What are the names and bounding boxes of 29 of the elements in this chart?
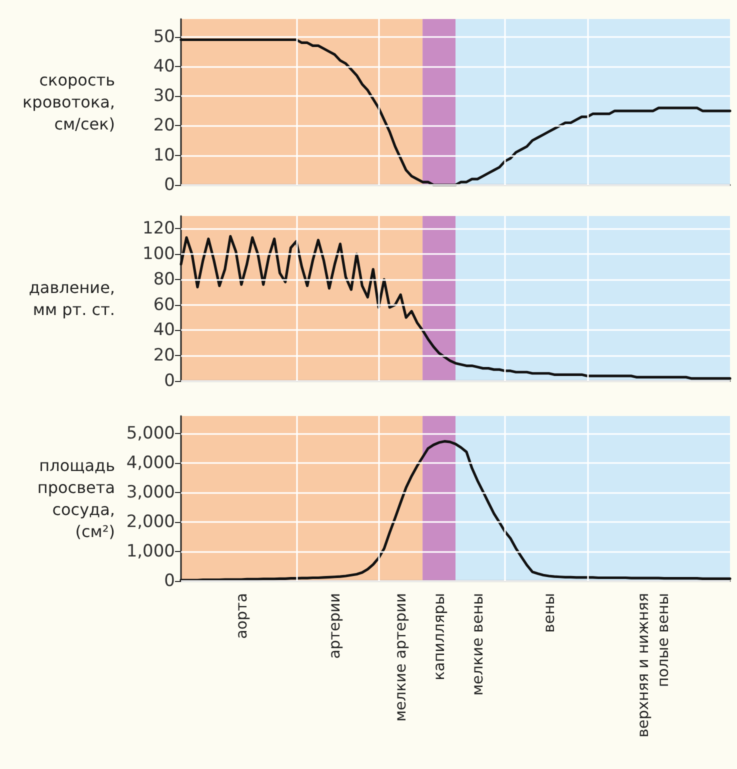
y-tick-label: 4,000	[126, 453, 175, 474]
x-tick-label: капилляры	[430, 593, 448, 680]
y-tick-label: 80	[153, 269, 175, 290]
y-axis-title: давление, мм рт. ст.	[28, 278, 115, 319]
y-tick-label: 40	[153, 56, 175, 76]
y-tick-label: 1,000	[126, 542, 175, 562]
x-tick-label: мелкие вены	[468, 593, 486, 696]
y-axis-title: скорость кровотока, см/сек)	[22, 70, 115, 134]
x-tick-label: мелкие артерии	[392, 593, 410, 722]
x-tick-label: артерии	[326, 593, 344, 659]
y-axis-title: площадь просвета сосуда, (см²)	[37, 456, 115, 541]
y-tick-label: 30	[153, 86, 175, 106]
y-tick-label: 2,000	[126, 512, 175, 532]
y-tick-label: 120	[142, 218, 175, 239]
y-tick-label: 50	[153, 26, 175, 47]
y-tick-label: 60	[153, 294, 175, 315]
y-tick-label: 20	[153, 346, 175, 366]
y-tick-label: 0	[164, 571, 175, 591]
y-tick-label: 0	[164, 371, 175, 391]
x-tick-label: верхняя и нижняя полые вены	[634, 593, 672, 738]
y-tick-label: 10	[153, 145, 175, 166]
y-tick-label: 0	[164, 175, 175, 195]
y-tick-label: 100	[142, 244, 175, 264]
x-tick-label: вены	[540, 593, 558, 633]
x-tick-label: аорта	[232, 593, 250, 639]
y-tick-label: 3,000	[126, 482, 175, 503]
y-tick-label: 5,000	[126, 424, 175, 444]
y-tick-label: 40	[153, 320, 175, 340]
y-tick-label: 20	[153, 116, 175, 136]
